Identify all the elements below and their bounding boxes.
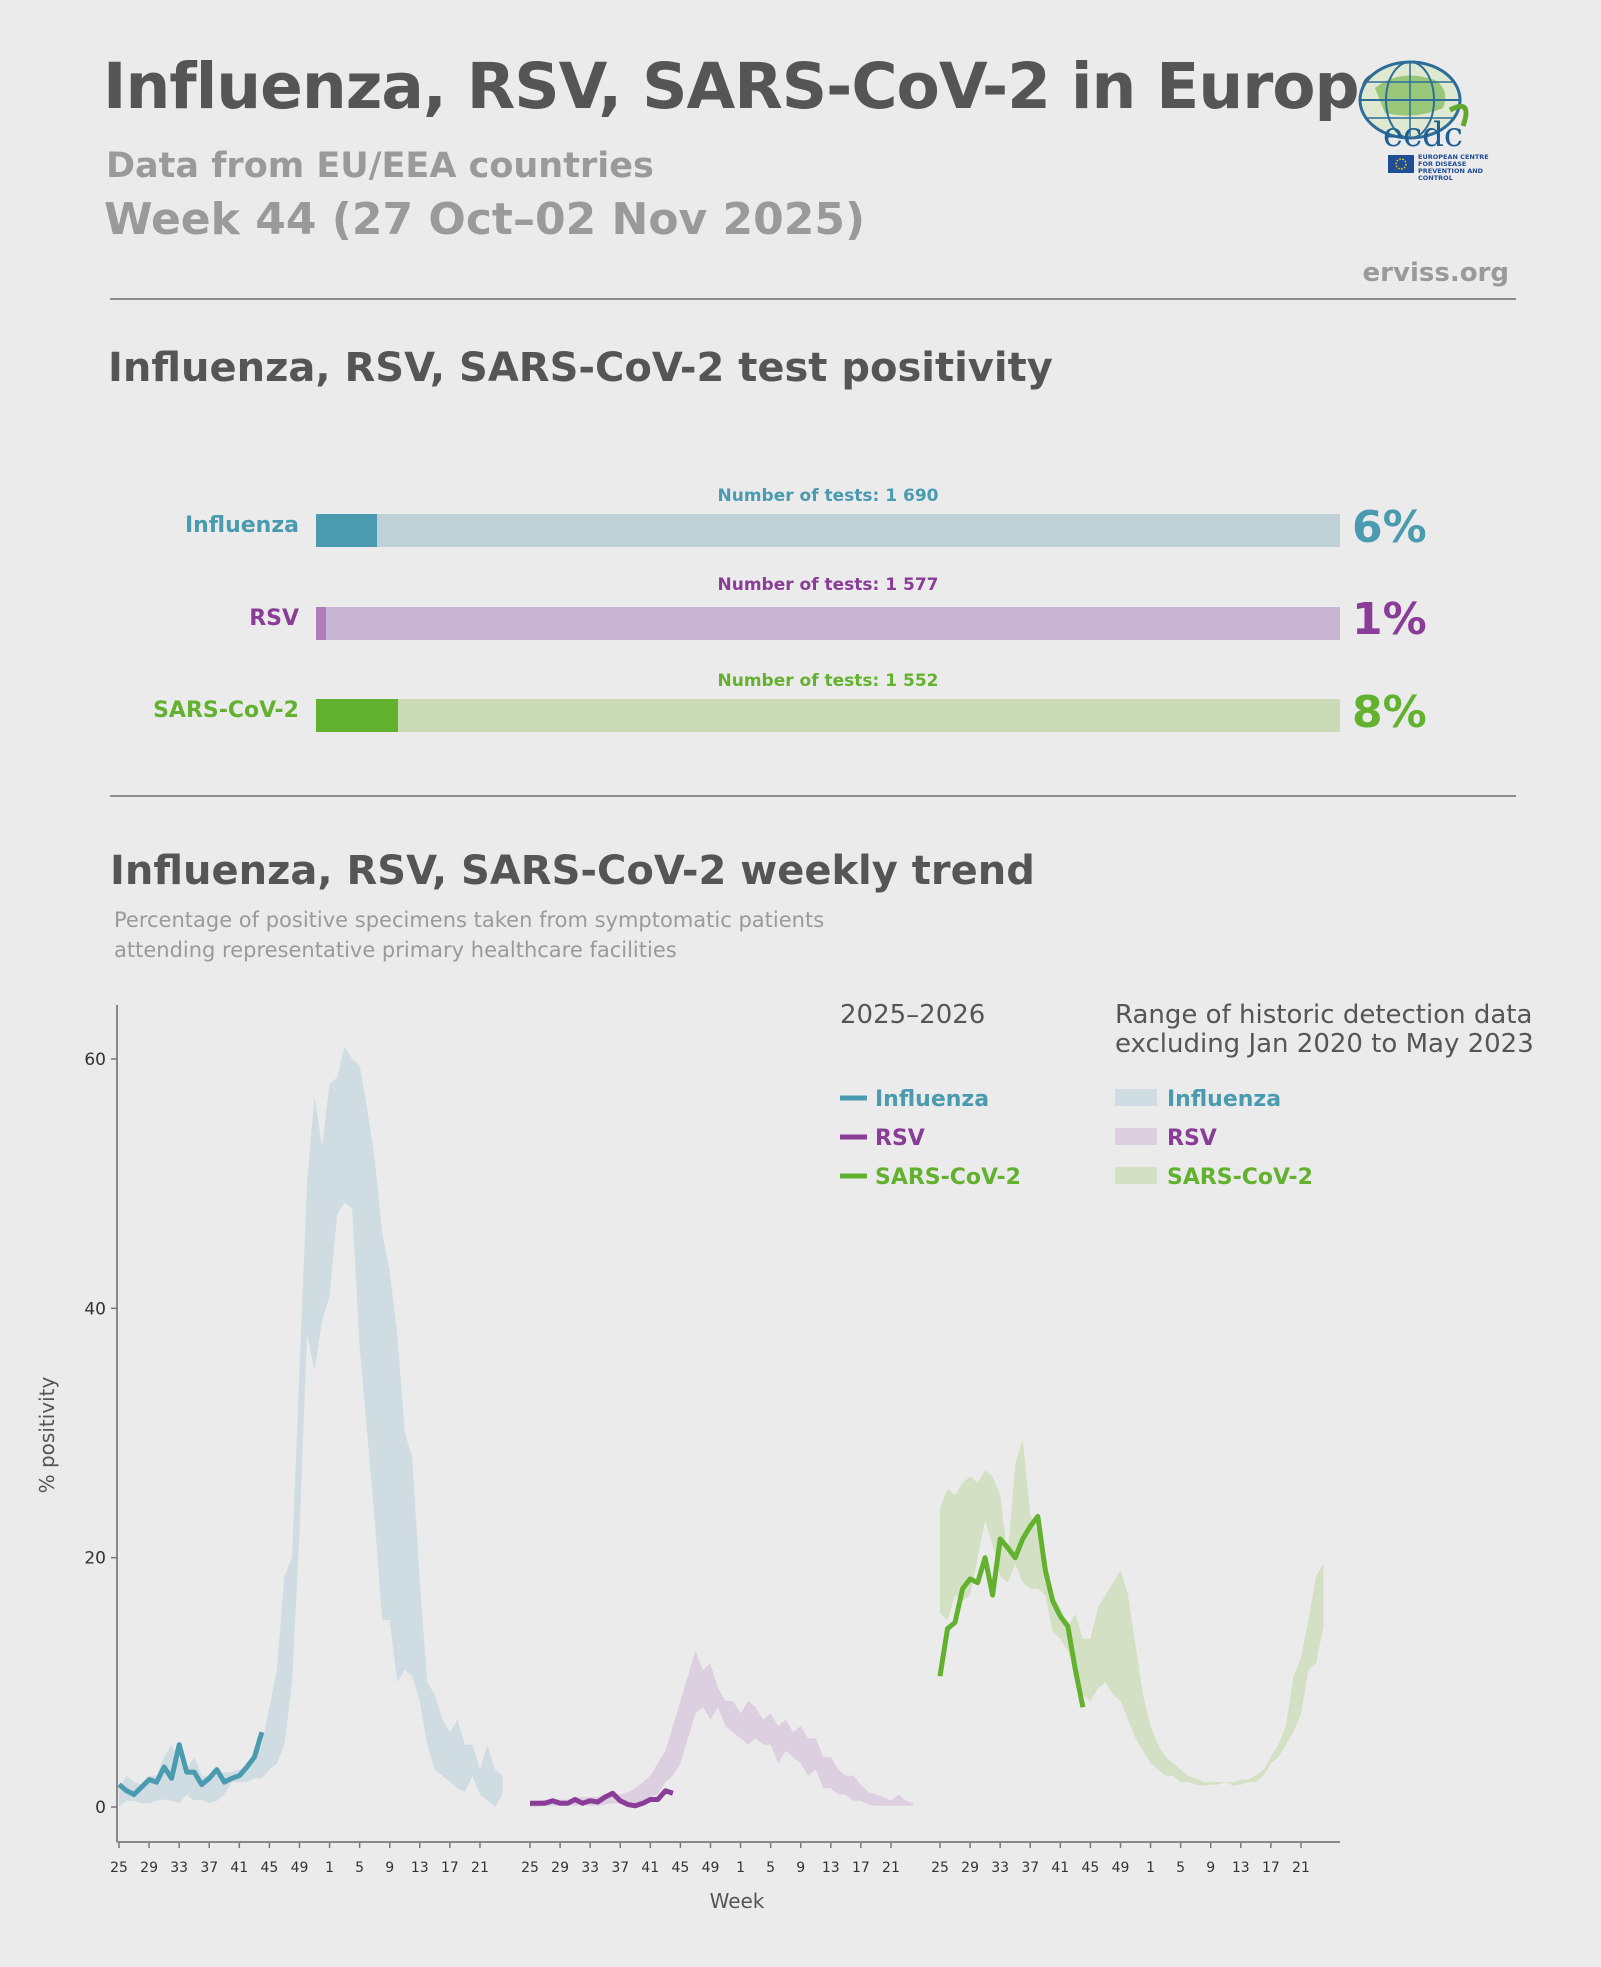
weekly-trend-chart: 25 29 33 37 41 45 49 1 5 9 13 17 21 25 29 33 37 41 45 49 1 5 9…	[35, 1000, 1534, 1913]
legend-label: RSV	[1167, 1126, 1217, 1151]
legend-label: RSV	[875, 1126, 925, 1151]
legend: 2025–2026 Range of historic detection da…	[840, 1000, 1534, 1190]
positivity-percent: 1%	[1352, 594, 1427, 645]
positivity-bar-track	[316, 607, 1340, 640]
trend-heading: Influenza, RSV, SARS-CoV-2 weekly trend	[110, 848, 1035, 894]
eu-flag-icon	[1388, 155, 1414, 173]
logo-org-name: EUROPEAN CENTRE FOR DISEASE PREVENTION A…	[1418, 154, 1489, 182]
x-tick-label: 49	[1112, 1860, 1130, 1876]
header-divider	[110, 298, 1516, 300]
positivity-bar-fill	[316, 699, 398, 732]
legend-label: Influenza	[875, 1087, 989, 1112]
x-tick-label: 5	[355, 1860, 364, 1876]
page-subtitle: Data from EU/EEA countries	[106, 146, 654, 186]
x-tick-label: 37	[200, 1860, 218, 1876]
y-tick-label: 40	[84, 1299, 106, 1319]
bar-label: Influenza	[184, 513, 299, 538]
x-tick-label: 17	[441, 1860, 459, 1876]
positivity-bar-track	[316, 699, 1340, 732]
x-tick-label: 37	[1021, 1860, 1039, 1876]
x-tick-label: 29	[551, 1860, 569, 1876]
x-tick-label: 13	[822, 1860, 840, 1876]
x-tick-label: 21	[882, 1860, 900, 1876]
x-tick-label: 1	[736, 1860, 745, 1876]
source-link[interactable]: erviss.org	[1362, 258, 1509, 288]
positivity-heading: Influenza, RSV, SARS-CoV-2 test positivi…	[108, 345, 1053, 391]
ecdc-logo: ecdc EUROPEAN CENTRE FOR DISEASE PREVENT…	[1358, 60, 1489, 182]
axes: 25 29 33 37 41 45 49 1 5 9 13 17 21 25 29 33 37 41 45 49 1 5 9…	[35, 1005, 1340, 1913]
x-tick-label: 33	[581, 1860, 599, 1876]
x-tick-label: 25	[110, 1860, 128, 1876]
legend-swatch-band	[1115, 1167, 1157, 1184]
legend-range-title: excluding Jan 2020 to May 2023	[1115, 1029, 1534, 1059]
y-tick-label: 0	[95, 1798, 106, 1818]
x-tick-label: 9	[385, 1860, 394, 1876]
positivity-percent: 8%	[1352, 687, 1427, 738]
x-tick-label: 45	[1081, 1860, 1099, 1876]
positivity-bar-fill	[316, 514, 378, 547]
y-tick-label: 60	[84, 1050, 106, 1070]
tests-label: Number of tests: 1 577	[717, 575, 939, 595]
x-tick-label: 49	[702, 1860, 720, 1876]
trend-description-line: Percentage of positive specimens taken f…	[114, 908, 825, 932]
legend-label: SARS-CoV-2	[875, 1165, 1021, 1190]
range-band-rsv	[530, 1651, 914, 1807]
bar-label: RSV	[249, 606, 299, 631]
x-tick-label: 21	[471, 1860, 489, 1876]
legend-range-title: Range of historic detection data	[1115, 1000, 1532, 1030]
x-tick-label: 1	[325, 1860, 334, 1876]
range-band-sars-cov-2	[940, 1439, 1324, 1786]
x-tick-label: 5	[766, 1860, 775, 1876]
trend-description: Percentage of positive specimens taken f…	[114, 905, 824, 965]
series-line-rsv	[530, 1788, 674, 1809]
x-tick-label: 41	[1051, 1860, 1069, 1876]
range-band-influenza	[119, 1046, 503, 1807]
x-tick-label: 13	[1232, 1860, 1250, 1876]
positivity-bar-fill	[316, 607, 327, 640]
positivity-bar-track	[316, 514, 1340, 547]
page-title: Influenza, RSV, SARS-CoV-2 in Europe	[103, 50, 1401, 123]
x-tick-label: 9	[1206, 1860, 1215, 1876]
x-tick-label: 13	[411, 1860, 429, 1876]
tests-label: Number of tests: 1 552	[717, 671, 939, 691]
positivity-percent: 6%	[1352, 502, 1427, 553]
x-tick-label: 45	[671, 1860, 689, 1876]
x-tick-label: 21	[1292, 1860, 1310, 1876]
legend-label: Influenza	[1167, 1087, 1281, 1112]
x-tick-label: 17	[852, 1860, 870, 1876]
series-line-sars-cov-2	[937, 1514, 1086, 1708]
x-tick-label: 33	[170, 1860, 188, 1876]
x-tick-label: 29	[140, 1860, 158, 1876]
logo-acronym: ecdc	[1383, 115, 1463, 155]
bar-label: SARS-CoV-2	[153, 698, 299, 723]
x-tick-label: 29	[961, 1860, 979, 1876]
plot-area	[117, 1046, 1324, 1809]
x-tick-label: 33	[991, 1860, 1009, 1876]
x-tick-label: 5	[1176, 1860, 1185, 1876]
reporting-week: Week 44 (27 Oct–02 Nov 2025)	[104, 194, 866, 245]
x-tick-label: 41	[641, 1860, 659, 1876]
x-axis-label: Week	[710, 1889, 765, 1913]
series-line-influenza	[117, 1731, 265, 1797]
legend-swatch-band	[1115, 1128, 1157, 1145]
globe-icon	[1358, 60, 1462, 140]
trend-description-line: attending representative primary healthc…	[114, 938, 677, 962]
x-tick-label: 49	[291, 1860, 309, 1876]
x-tick-label: 1	[1146, 1860, 1155, 1876]
x-tick-label: 25	[521, 1860, 539, 1876]
x-tick-label: 25	[931, 1860, 949, 1876]
tests-label: Number of tests: 1 690	[717, 486, 939, 506]
x-tick-label: 9	[796, 1860, 805, 1876]
y-axis-label: % positivity	[35, 1376, 59, 1493]
legend-label: SARS-CoV-2	[1167, 1165, 1313, 1190]
x-tick-label: 45	[260, 1860, 278, 1876]
x-tick-label: 37	[611, 1860, 629, 1876]
y-tick-label: 20	[84, 1549, 106, 1569]
x-tick-label: 17	[1262, 1860, 1280, 1876]
section-divider	[110, 795, 1516, 797]
x-tick-label: 41	[230, 1860, 248, 1876]
legend-swatch-band	[1115, 1089, 1157, 1106]
legend-current-title: 2025–2026	[840, 1000, 985, 1030]
